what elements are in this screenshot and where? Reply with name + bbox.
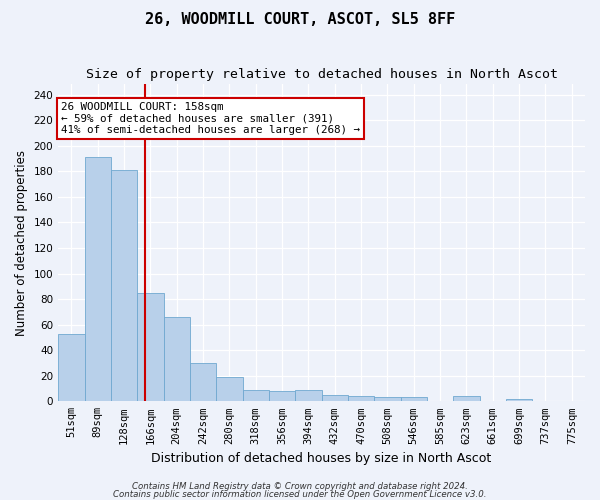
Bar (374, 398, 401, 402)
X-axis label: Distribution of detached houses by size in North Ascot: Distribution of detached houses by size … (151, 452, 492, 465)
Bar (216, 377, 242, 402)
Bar (242, 390, 269, 402)
Bar (58, 334, 85, 402)
Text: 26 WOODMILL COURT: 158sqm
← 59% of detached houses are smaller (391)
41% of semi: 26 WOODMILL COURT: 158sqm ← 59% of detac… (61, 102, 360, 135)
Bar (164, 317, 190, 402)
Bar (506, 399, 532, 402)
Bar (137, 292, 164, 402)
Bar (322, 395, 348, 402)
Text: Contains public sector information licensed under the Open Government Licence v3: Contains public sector information licen… (113, 490, 487, 499)
Bar (401, 398, 427, 402)
Text: 26, WOODMILL COURT, ASCOT, SL5 8FF: 26, WOODMILL COURT, ASCOT, SL5 8FF (145, 12, 455, 28)
Bar (269, 391, 295, 402)
Title: Size of property relative to detached houses in North Ascot: Size of property relative to detached ho… (86, 68, 557, 80)
Bar (348, 396, 374, 402)
Bar (295, 390, 322, 402)
Bar (453, 396, 479, 402)
Bar (85, 158, 111, 402)
Text: Contains HM Land Registry data © Crown copyright and database right 2024.: Contains HM Land Registry data © Crown c… (132, 482, 468, 491)
Bar (111, 170, 137, 402)
Bar (190, 363, 216, 402)
Y-axis label: Number of detached properties: Number of detached properties (15, 150, 28, 336)
